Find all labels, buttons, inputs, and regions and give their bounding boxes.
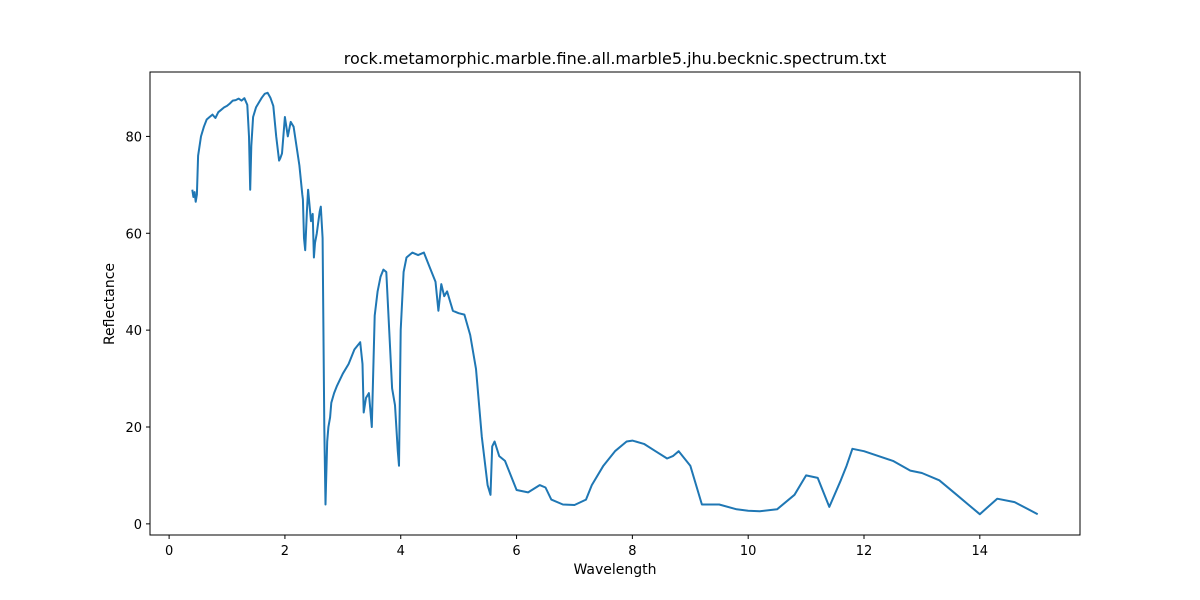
y-tick-label: 60	[125, 227, 142, 242]
x-axis-label: Wavelength	[573, 562, 656, 578]
y-tick-label: 80	[125, 130, 142, 145]
y-axis-label: Reflectance	[102, 263, 118, 345]
x-tick-label: 8	[628, 544, 636, 559]
x-tick-label: 6	[512, 544, 520, 559]
x-tick-label: 2	[281, 544, 289, 559]
y-tick-label: 0	[134, 518, 142, 533]
ticks-layer: 0 2 4 6 8 10 12 14 0 20 40 60 80	[125, 130, 988, 559]
x-tick-label: 0	[165, 544, 173, 559]
x-tick-label: 14	[972, 544, 989, 559]
chart-title: rock.metamorphic.marble.fine.all.marble5…	[344, 49, 887, 68]
x-tick-label: 12	[856, 544, 873, 559]
series-layer	[191, 91, 1039, 516]
plot-frame	[149, 71, 1081, 536]
x-tick-label: 4	[397, 544, 405, 559]
y-tick-label: 20	[125, 421, 142, 436]
y-tick-label: 40	[125, 324, 142, 339]
x-tick-label: 10	[740, 544, 757, 559]
series-line	[191, 91, 1039, 516]
